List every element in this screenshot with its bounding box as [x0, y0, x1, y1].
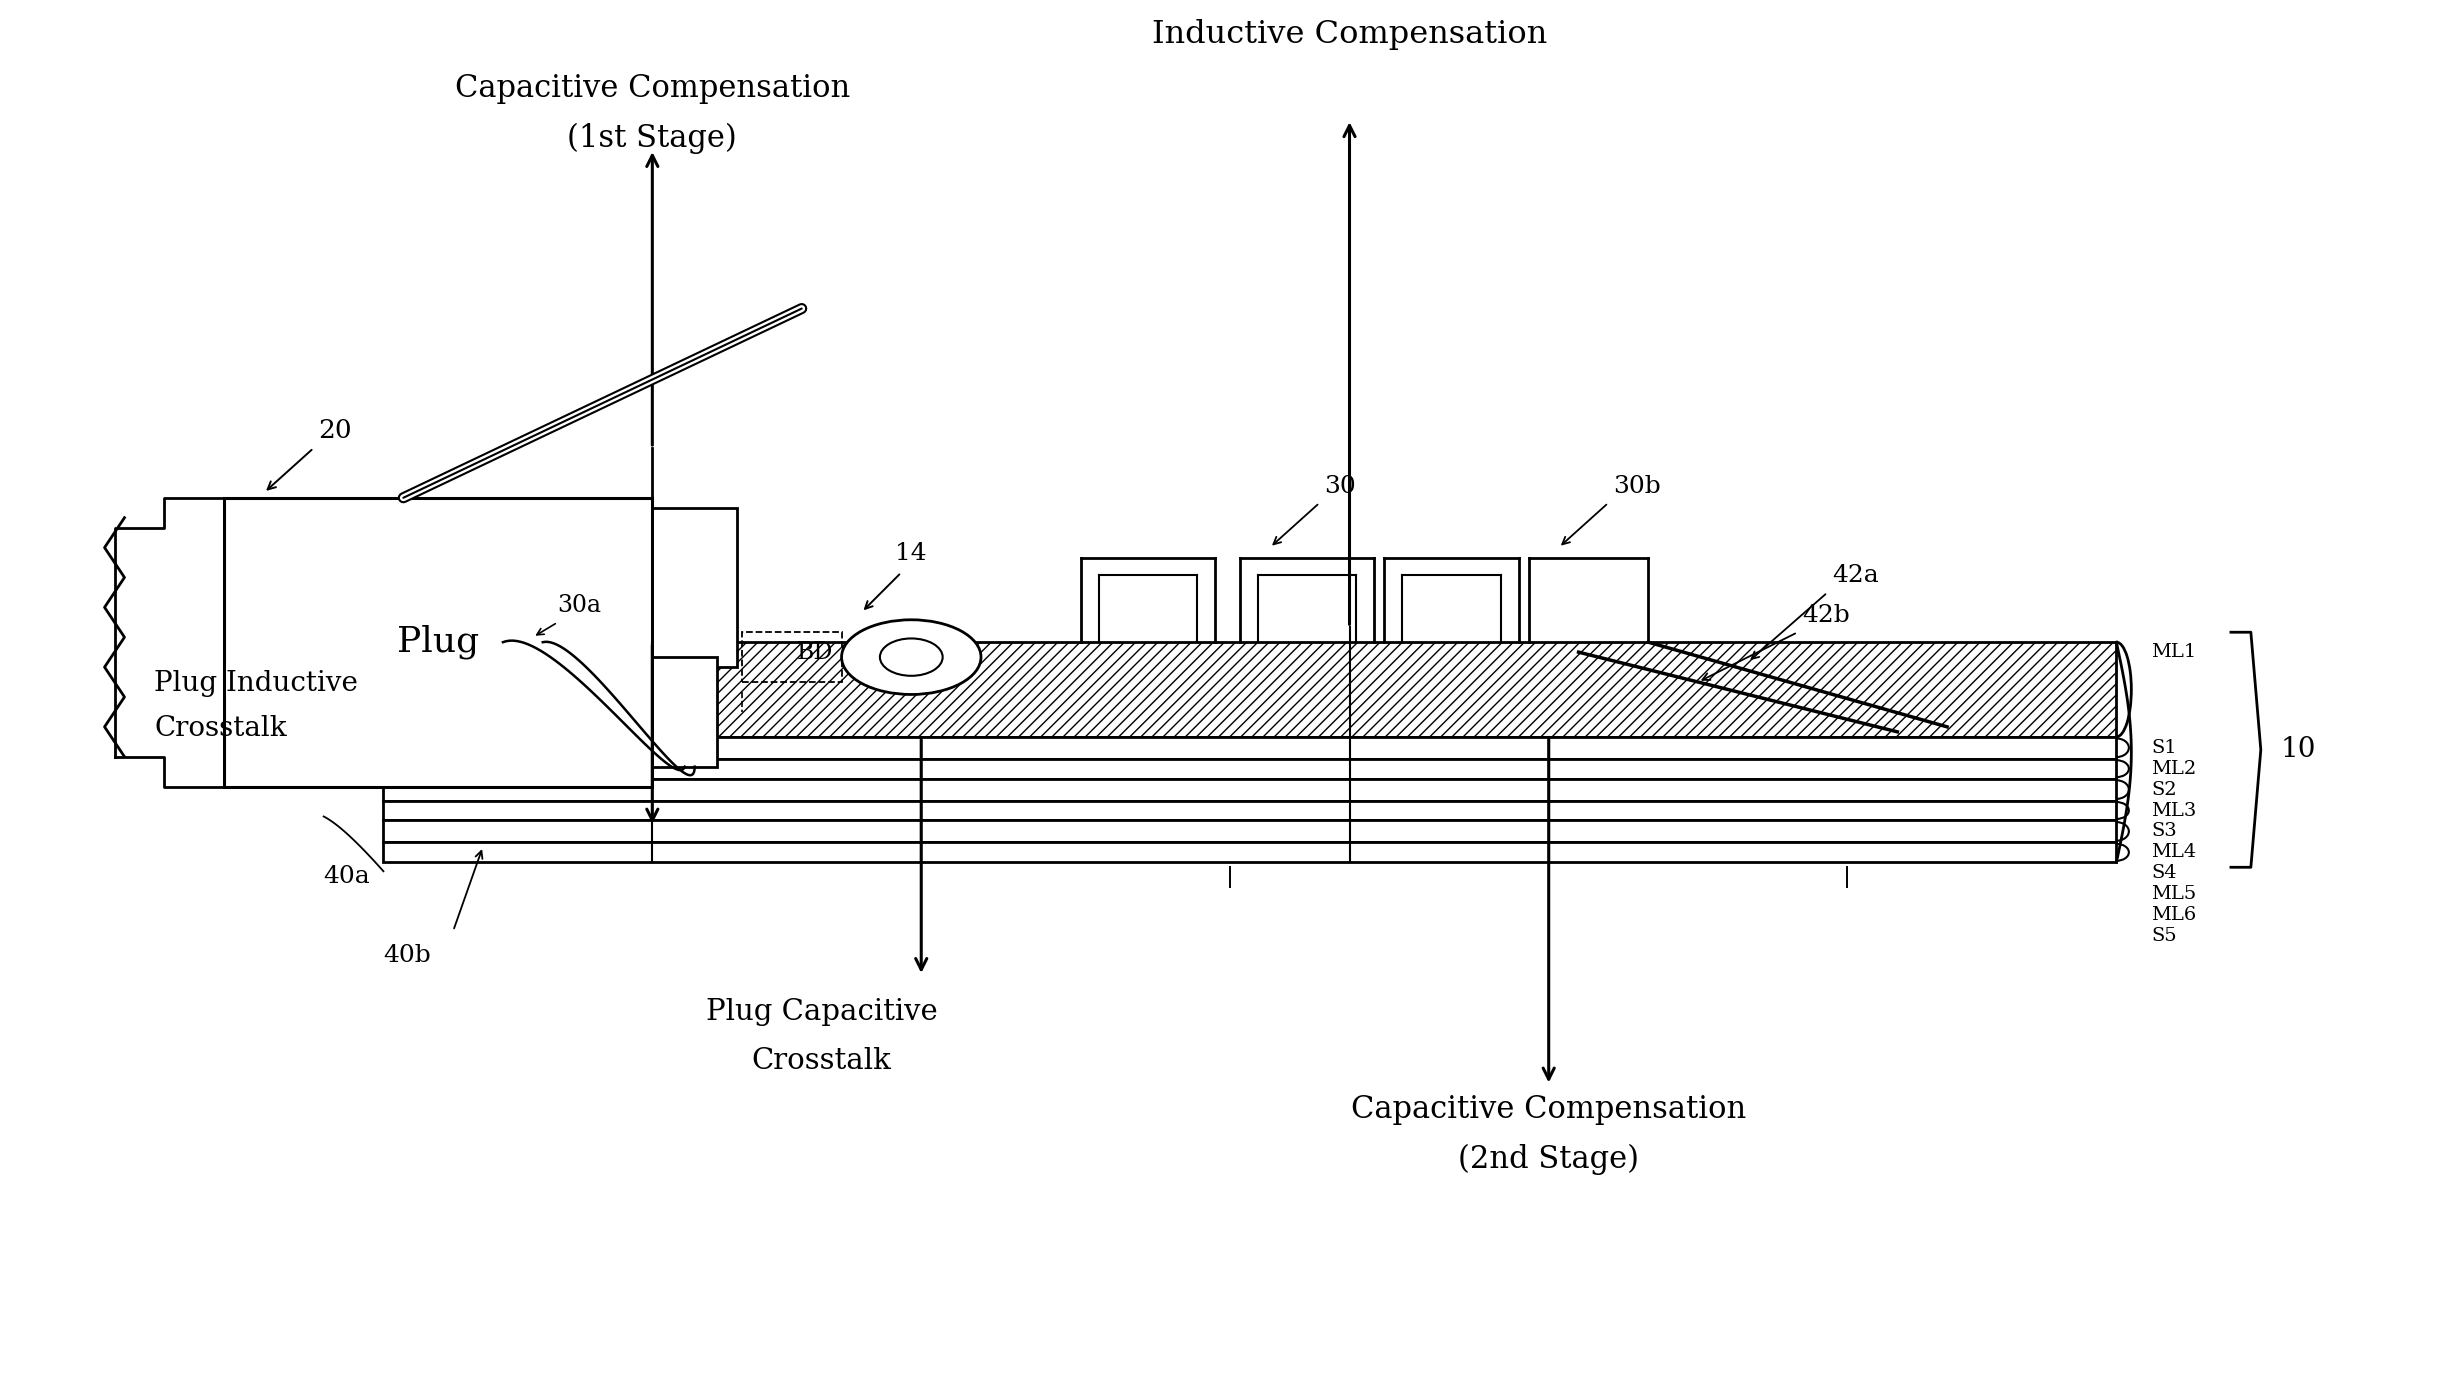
Text: S5: S5 [2151, 927, 2176, 945]
Bar [383, 821, 2117, 843]
Bar [223, 497, 653, 786]
Text: ML6: ML6 [2151, 906, 2196, 924]
Text: 14: 14 [896, 543, 926, 566]
Text: Plug: Plug [398, 625, 479, 660]
Text: 40a: 40a [324, 865, 371, 888]
Text: ML5: ML5 [2151, 885, 2196, 903]
Text: 40b: 40b [383, 945, 432, 968]
Text: Capacitive Compensation: Capacitive Compensation [454, 73, 850, 105]
Text: Capacitive Compensation: Capacitive Compensation [1351, 1095, 1746, 1125]
Bar [383, 843, 2117, 862]
Text: 20: 20 [319, 419, 351, 443]
Ellipse shape [842, 620, 980, 694]
Ellipse shape [879, 639, 943, 676]
Text: 42b: 42b [1803, 605, 1849, 628]
Text: 10: 10 [2282, 737, 2316, 763]
Text: Plug Inductive: Plug Inductive [155, 671, 359, 697]
Text: (2nd Stage): (2nd Stage) [1459, 1144, 1638, 1175]
Text: Crosstalk: Crosstalk [155, 715, 287, 742]
Bar [653, 657, 717, 767]
Bar [653, 508, 737, 666]
Bar [383, 800, 2117, 821]
Bar [383, 759, 2117, 778]
Text: ML2: ML2 [2151, 760, 2196, 778]
Text: S2: S2 [2151, 781, 2176, 799]
Bar [742, 632, 842, 682]
Text: S1: S1 [2151, 738, 2176, 757]
Text: ML3: ML3 [2151, 801, 2196, 819]
Text: ML4: ML4 [2151, 843, 2196, 862]
Text: 30a: 30a [558, 595, 602, 617]
Text: 42a: 42a [1832, 565, 1879, 588]
Text: BD: BD [796, 640, 833, 664]
Bar [383, 778, 2117, 800]
Text: 30: 30 [1324, 475, 1356, 497]
Text: Inductive Compensation: Inductive Compensation [1152, 18, 1547, 50]
Text: (1st Stage): (1st Stage) [567, 123, 737, 154]
Bar [383, 737, 2117, 759]
Bar [383, 642, 2117, 737]
Text: 30b: 30b [1614, 475, 1660, 497]
Text: S4: S4 [2151, 865, 2176, 883]
Text: S3: S3 [2151, 822, 2176, 840]
Text: Crosstalk: Crosstalk [752, 1048, 892, 1075]
Text: Plug Capacitive: Plug Capacitive [705, 997, 938, 1026]
Text: ML1: ML1 [2151, 643, 2196, 661]
